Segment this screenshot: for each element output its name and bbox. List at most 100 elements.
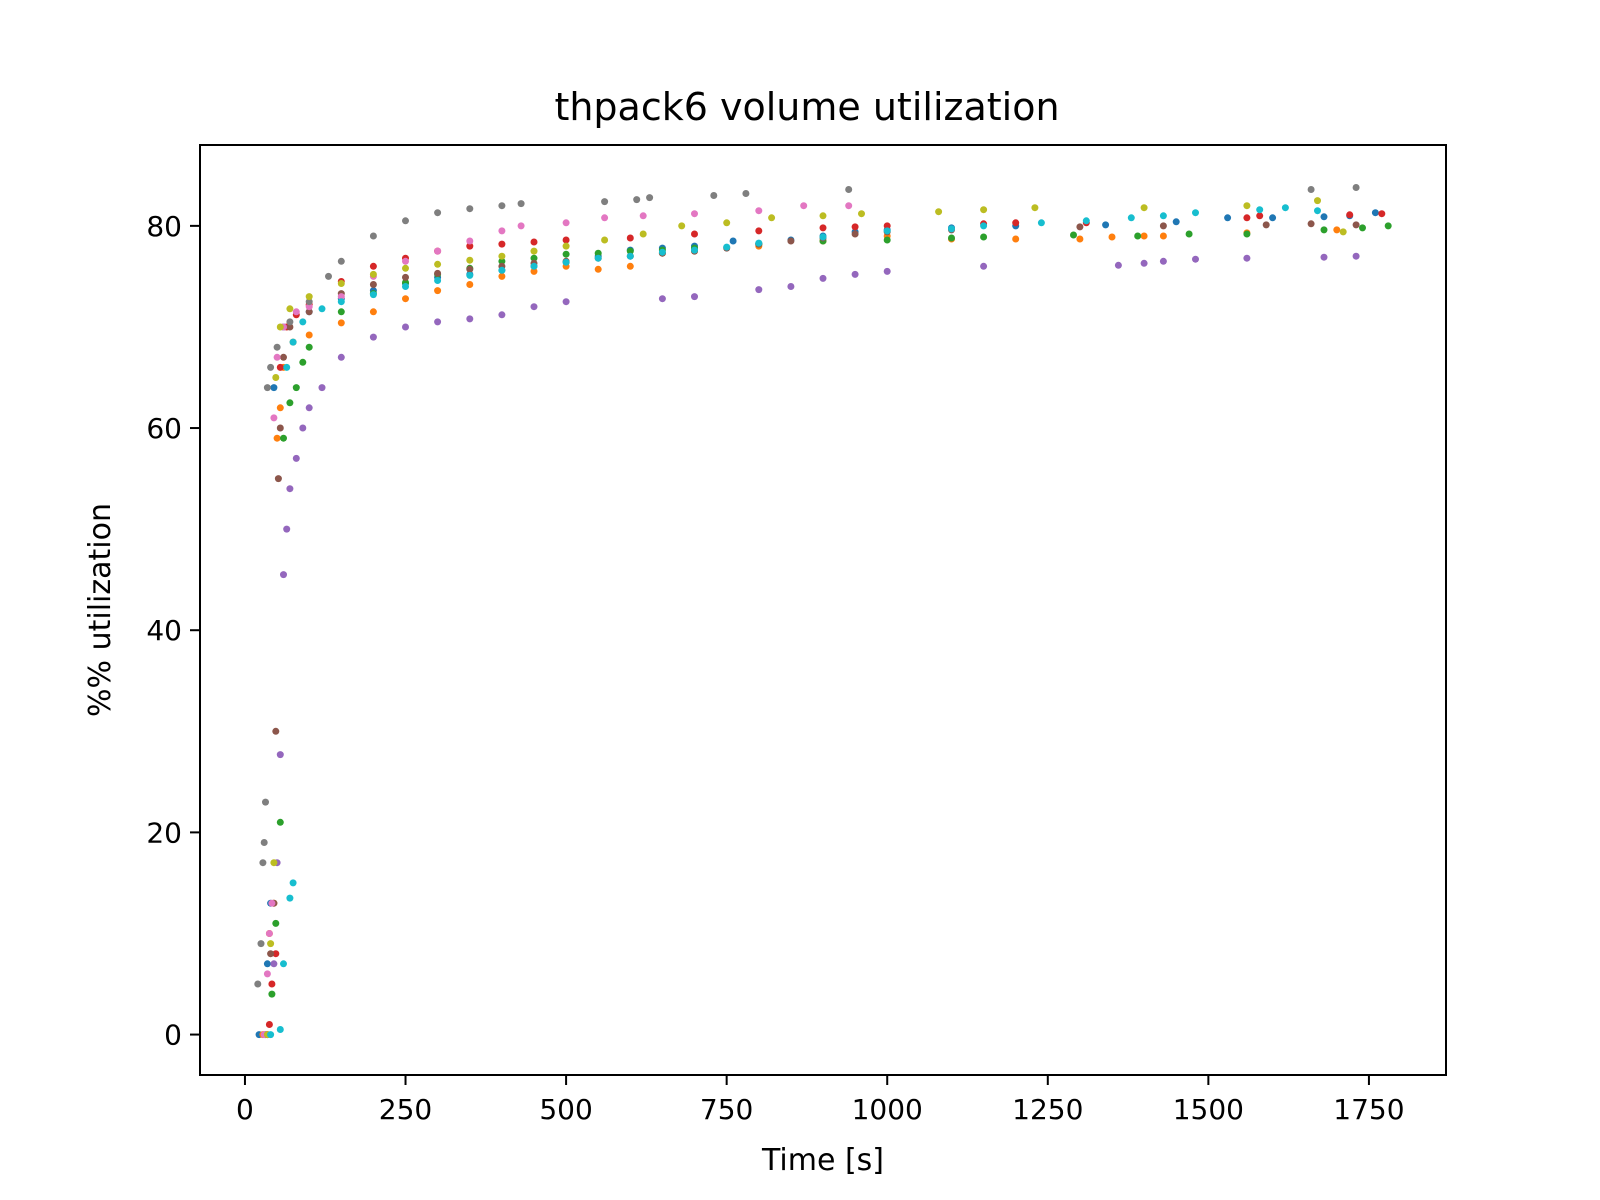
series-6-point-8 bbox=[286, 323, 294, 331]
series-8-point-14 bbox=[402, 217, 409, 225]
series-3-point-1 bbox=[268, 990, 276, 998]
series-4-point-22 bbox=[883, 222, 891, 230]
series-7-point-2 bbox=[263, 970, 271, 978]
series-7-point-18 bbox=[601, 214, 609, 222]
series-4-point-10 bbox=[369, 262, 377, 270]
series-8-point-17 bbox=[498, 202, 506, 210]
series-8-point-12 bbox=[337, 257, 345, 265]
series-5-point-15 bbox=[466, 315, 474, 323]
series-7-point-19 bbox=[639, 212, 647, 220]
series-8-point-24 bbox=[845, 186, 853, 193]
series-6-point-7 bbox=[280, 353, 287, 361]
series-3-point-2 bbox=[272, 919, 280, 927]
series-2-point-8 bbox=[305, 331, 313, 339]
series-5-point-28 bbox=[1140, 259, 1148, 267]
series-10-point-27 bbox=[980, 222, 988, 230]
series-3-point-31 bbox=[1359, 224, 1366, 232]
series-4-point-5 bbox=[276, 363, 284, 371]
x-tick-label-3: 750 bbox=[700, 1093, 753, 1126]
series-7-point-6 bbox=[273, 353, 281, 361]
series-9-point-13 bbox=[498, 252, 506, 260]
series-5-point-4 bbox=[280, 571, 287, 579]
series-10-point-22 bbox=[723, 243, 731, 251]
series-3-point-16 bbox=[562, 250, 570, 258]
series-10-point-10 bbox=[337, 298, 345, 306]
series-2-point-12 bbox=[434, 287, 442, 295]
series-7-point-8 bbox=[292, 308, 300, 316]
series-8-point-19 bbox=[601, 198, 609, 206]
series-1-point-2 bbox=[263, 960, 271, 968]
x-tick-label-1: 250 bbox=[379, 1093, 432, 1126]
series-6-point-14 bbox=[466, 265, 474, 273]
series-6-point-9 bbox=[305, 308, 313, 316]
series-9-point-6 bbox=[286, 305, 294, 313]
series-8-point-3 bbox=[259, 859, 267, 867]
series-8-point-6 bbox=[263, 384, 271, 392]
x-tick-label-0: 0 bbox=[236, 1093, 254, 1126]
series-9-point-26 bbox=[1140, 204, 1148, 212]
series-10-point-24 bbox=[819, 233, 827, 241]
series-9-point-28 bbox=[1314, 197, 1321, 205]
series-9-point-20 bbox=[768, 214, 776, 222]
series-9-point-9 bbox=[369, 270, 377, 278]
series-3-point-32 bbox=[1384, 222, 1392, 230]
series-8-point-4 bbox=[260, 839, 268, 846]
series-9-point-27 bbox=[1243, 202, 1251, 210]
series-10-point-21 bbox=[691, 246, 698, 254]
series-6-point-12 bbox=[402, 273, 409, 281]
series-5-point-7 bbox=[292, 454, 300, 462]
series-6-point-32 bbox=[1307, 220, 1315, 228]
series-3-point-4 bbox=[280, 434, 287, 442]
series-2-point-14 bbox=[498, 272, 506, 280]
series-3-point-28 bbox=[1185, 230, 1193, 238]
series-7-point-13 bbox=[434, 247, 442, 255]
series-9-point-2 bbox=[267, 940, 275, 948]
series-3-point-14 bbox=[498, 257, 506, 265]
series-3-point-29 bbox=[1243, 230, 1251, 238]
series-1-point-29 bbox=[1224, 214, 1232, 222]
series-10-point-11 bbox=[369, 291, 377, 299]
series-10-point-31 bbox=[1159, 212, 1167, 220]
series-5-point-3 bbox=[276, 751, 284, 759]
x-tick-label-7: 1750 bbox=[1333, 1093, 1404, 1126]
series-9-point-15 bbox=[562, 242, 570, 250]
series-10-point-32 bbox=[1192, 209, 1199, 217]
y-tick-label-1: 20 bbox=[146, 816, 182, 849]
series-4-point-3 bbox=[268, 980, 276, 988]
plot-points bbox=[254, 184, 1392, 1039]
series-7-point-5 bbox=[270, 414, 278, 422]
series-5-point-32 bbox=[1320, 253, 1328, 261]
series-8-point-1 bbox=[254, 980, 262, 988]
series-4-point-27 bbox=[1256, 212, 1264, 220]
series-4-point-28 bbox=[1346, 211, 1354, 219]
series-10-point-35 bbox=[1314, 207, 1321, 215]
series-1-point-31 bbox=[1320, 213, 1328, 221]
series-9-point-18 bbox=[678, 222, 686, 230]
series-5-point-19 bbox=[658, 295, 666, 303]
series-7-point-10 bbox=[337, 293, 345, 301]
series-5-point-21 bbox=[755, 286, 763, 294]
series-5-point-26 bbox=[980, 262, 988, 270]
y-tick-label-0: 0 bbox=[164, 1019, 182, 1052]
series-10-point-19 bbox=[626, 252, 634, 260]
series-6-point-6 bbox=[276, 424, 284, 432]
series-3-point-18 bbox=[626, 247, 634, 255]
x-tick-label-4: 1000 bbox=[852, 1093, 923, 1126]
series-3-point-8 bbox=[305, 343, 313, 351]
series-4-point-2 bbox=[265, 1021, 273, 1028]
series-10-point-14 bbox=[466, 271, 474, 279]
series-10-point-30 bbox=[1127, 214, 1135, 222]
x-tick-label-2: 500 bbox=[539, 1093, 592, 1126]
series-10-point-18 bbox=[594, 254, 602, 262]
series-7-point-17 bbox=[562, 219, 570, 227]
series-5-point-17 bbox=[530, 303, 538, 311]
series-4-point-29 bbox=[1378, 210, 1386, 218]
series-10-point-23 bbox=[755, 239, 763, 247]
y-tick-label-2: 40 bbox=[146, 614, 182, 647]
series-5-point-22 bbox=[787, 283, 795, 290]
series-10-point-7 bbox=[289, 338, 297, 346]
series-8-point-18 bbox=[517, 200, 525, 208]
series-1-point-30 bbox=[1269, 214, 1277, 222]
y-axis: 0 20 40 60 80 bbox=[146, 210, 200, 1052]
series-2-point-17 bbox=[594, 265, 602, 273]
